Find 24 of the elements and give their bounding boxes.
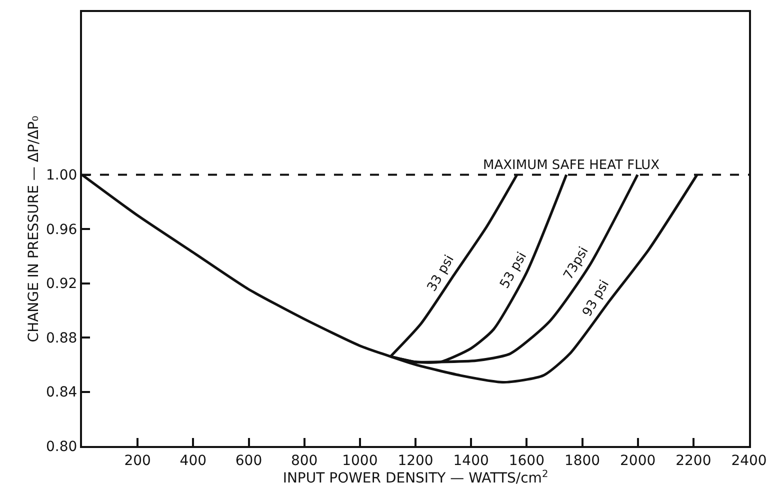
x-tick-label: 200 — [124, 452, 151, 469]
y-tick-label: 0.96 — [46, 222, 78, 238]
y-tick-label: 0.84 — [46, 384, 78, 401]
x-tick-label: 1400 — [453, 452, 489, 469]
text: 93 psi — [580, 278, 613, 320]
x-tick-label: 400 — [180, 452, 207, 469]
y-tick-label: 1.00 — [46, 168, 78, 184]
x-tick-label: 1800 — [564, 452, 600, 469]
x-tick-label: 2400 — [731, 452, 767, 469]
y-axis-title: CHANGE IN PRESSURE — ΔP/ΔP₀ — [26, 115, 42, 342]
y-tick-label: 0.88 — [46, 330, 78, 346]
x-tick-label: 1600 — [508, 452, 544, 469]
ref-line-label: MAXIMUM SAFE HEAT FLUX — [483, 158, 660, 173]
x-tick-label: 800 — [290, 452, 318, 469]
text: 53 psi — [497, 250, 530, 292]
text: 33 psi — [424, 252, 458, 294]
y-tick-label: 0.80 — [46, 438, 78, 455]
x-tick-label: 2000 — [620, 452, 656, 469]
x-tick-label: 600 — [235, 452, 262, 469]
x-tick-label: 1200 — [398, 452, 434, 469]
x-tick-label: 1000 — [342, 452, 378, 469]
y-tick-label: 0.92 — [46, 276, 78, 292]
x-tick-label: 2200 — [676, 452, 712, 469]
x-axis-title: INPUT POWER DENSITY — WATTS/cm$^{2}$ — [282, 468, 548, 487]
